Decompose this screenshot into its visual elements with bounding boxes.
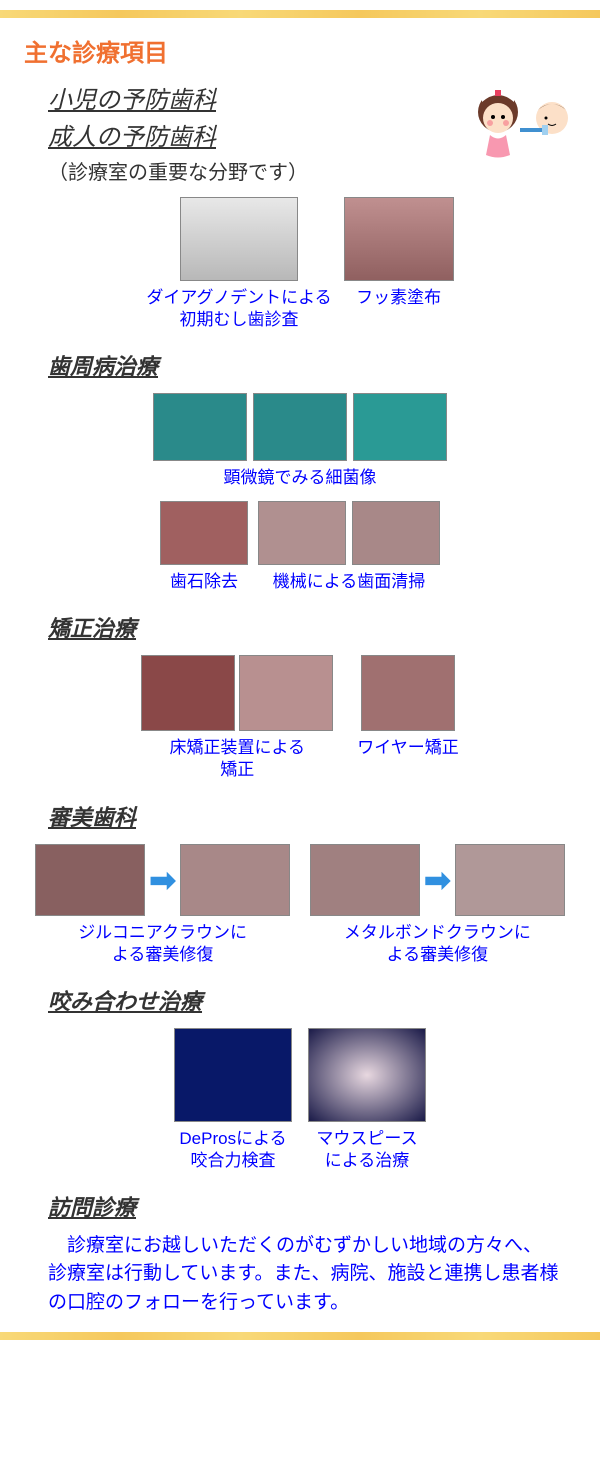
orthodontic-caption-1: 床矯正装置による矯正 xyxy=(170,737,306,781)
periodontal-scaling-caption: 歯石除去 xyxy=(170,571,238,593)
arrow-icon: ➡ xyxy=(149,861,176,899)
visit-text: 診療室にお越しいただくのがむずかしい地域の方々へ、診療室は行動しています。また、… xyxy=(48,1232,560,1318)
occlusion-image-2 xyxy=(308,1028,426,1122)
orthodontic-item-2: ワイヤー矯正 xyxy=(357,655,459,781)
arrow-icon: ➡ xyxy=(424,861,451,899)
prevention-caption-2: フッ素塗布 xyxy=(356,287,441,309)
aesthetic-caption-1: ジルコニアクラウンによる審美修復 xyxy=(78,922,247,966)
periodontal-cleaning-caption: 機械による歯面清掃 xyxy=(273,571,426,593)
periodontal-item-scaling: 歯石除去 xyxy=(160,501,248,593)
orthodontic-image-1b xyxy=(239,655,333,731)
periodontal-row1-caption: 顕微鏡でみる細菌像 xyxy=(20,467,580,489)
periodontal-cleaning-image-1 xyxy=(258,501,346,565)
aesthetic-2-before xyxy=(310,844,420,916)
occlusion-caption-2: マウスピースによる治療 xyxy=(316,1128,417,1172)
periodontal-row2: 歯石除去 機械による歯面清掃 xyxy=(20,501,580,593)
bottom-decorative-edge xyxy=(0,1332,600,1340)
periodontal-item-cleaning: 機械による歯面清掃 xyxy=(258,501,440,593)
orthodontic-title: 矯正治療 xyxy=(48,611,580,643)
aesthetic-row: ➡ ジルコニアクラウンによる審美修復 ➡ メタルボンドクラウンによる審美修復 xyxy=(12,844,588,966)
aesthetic-1-after xyxy=(180,844,290,916)
occlusion-caption-1: DeProsによる咬合力検査 xyxy=(179,1128,286,1172)
occlusion-item-2: マウスピースによる治療 xyxy=(308,1028,426,1172)
occlusion-row: DeProsによる咬合力検査 マウスピースによる治療 xyxy=(20,1028,580,1172)
visit-title: 訪問診療 xyxy=(48,1190,580,1222)
prevention-caption-1: ダイアグノデントによる初期むし歯診査 xyxy=(146,287,331,331)
orthodontic-image-1a xyxy=(141,655,235,731)
aesthetic-pair-2: ➡ メタルボンドクラウンによる審美修復 xyxy=(310,844,565,966)
prevention-image-1 xyxy=(180,197,298,281)
nurse-illustration xyxy=(460,80,580,170)
main-title: 主な診療項目 xyxy=(20,33,580,68)
orthodontic-image-2 xyxy=(361,655,455,731)
periodontal-title: 歯周病治療 xyxy=(48,349,580,381)
aesthetic-1-before xyxy=(35,844,145,916)
header-line3: （診療室の重要な分野です） xyxy=(48,156,460,185)
prevention-item-2: フッ素塗布 xyxy=(344,197,454,331)
periodontal-cleaning-image-2 xyxy=(352,501,440,565)
aesthetic-caption-2: メタルボンドクラウンによる審美修復 xyxy=(344,922,531,966)
periodontal-row1 xyxy=(20,393,580,461)
prevention-item-1: ダイアグノデントによる初期むし歯診査 xyxy=(146,197,331,331)
orthodontic-caption-2: ワイヤー矯正 xyxy=(357,737,459,759)
aesthetic-title: 審美歯科 xyxy=(48,800,580,832)
prevention-row: ダイアグノデントによる初期むし歯診査 フッ素塗布 xyxy=(20,197,580,331)
orthodontic-row: 床矯正装置による矯正 ワイヤー矯正 xyxy=(20,655,580,781)
occlusion-title: 咬み合わせ治療 xyxy=(48,984,580,1016)
aesthetic-pair-1: ➡ ジルコニアクラウンによる審美修復 xyxy=(35,844,290,966)
periodontal-microscope-2 xyxy=(253,393,347,461)
occlusion-image-1 xyxy=(174,1028,292,1122)
aesthetic-2-after xyxy=(455,844,565,916)
occlusion-item-1: DeProsによる咬合力検査 xyxy=(174,1028,292,1172)
prevention-image-2 xyxy=(344,197,454,281)
orthodontic-item-1: 床矯正装置による矯正 xyxy=(141,655,333,781)
header-line2: 成人の予防歯科 xyxy=(48,117,460,152)
periodontal-scaling-image xyxy=(160,501,248,565)
header-row: 小児の予防歯科 成人の予防歯科 （診療室の重要な分野です） xyxy=(20,80,580,185)
periodontal-microscope-3 xyxy=(353,393,447,461)
top-decorative-edge xyxy=(0,10,600,18)
header-line1: 小児の予防歯科 xyxy=(48,80,460,115)
periodontal-microscope-1 xyxy=(153,393,247,461)
